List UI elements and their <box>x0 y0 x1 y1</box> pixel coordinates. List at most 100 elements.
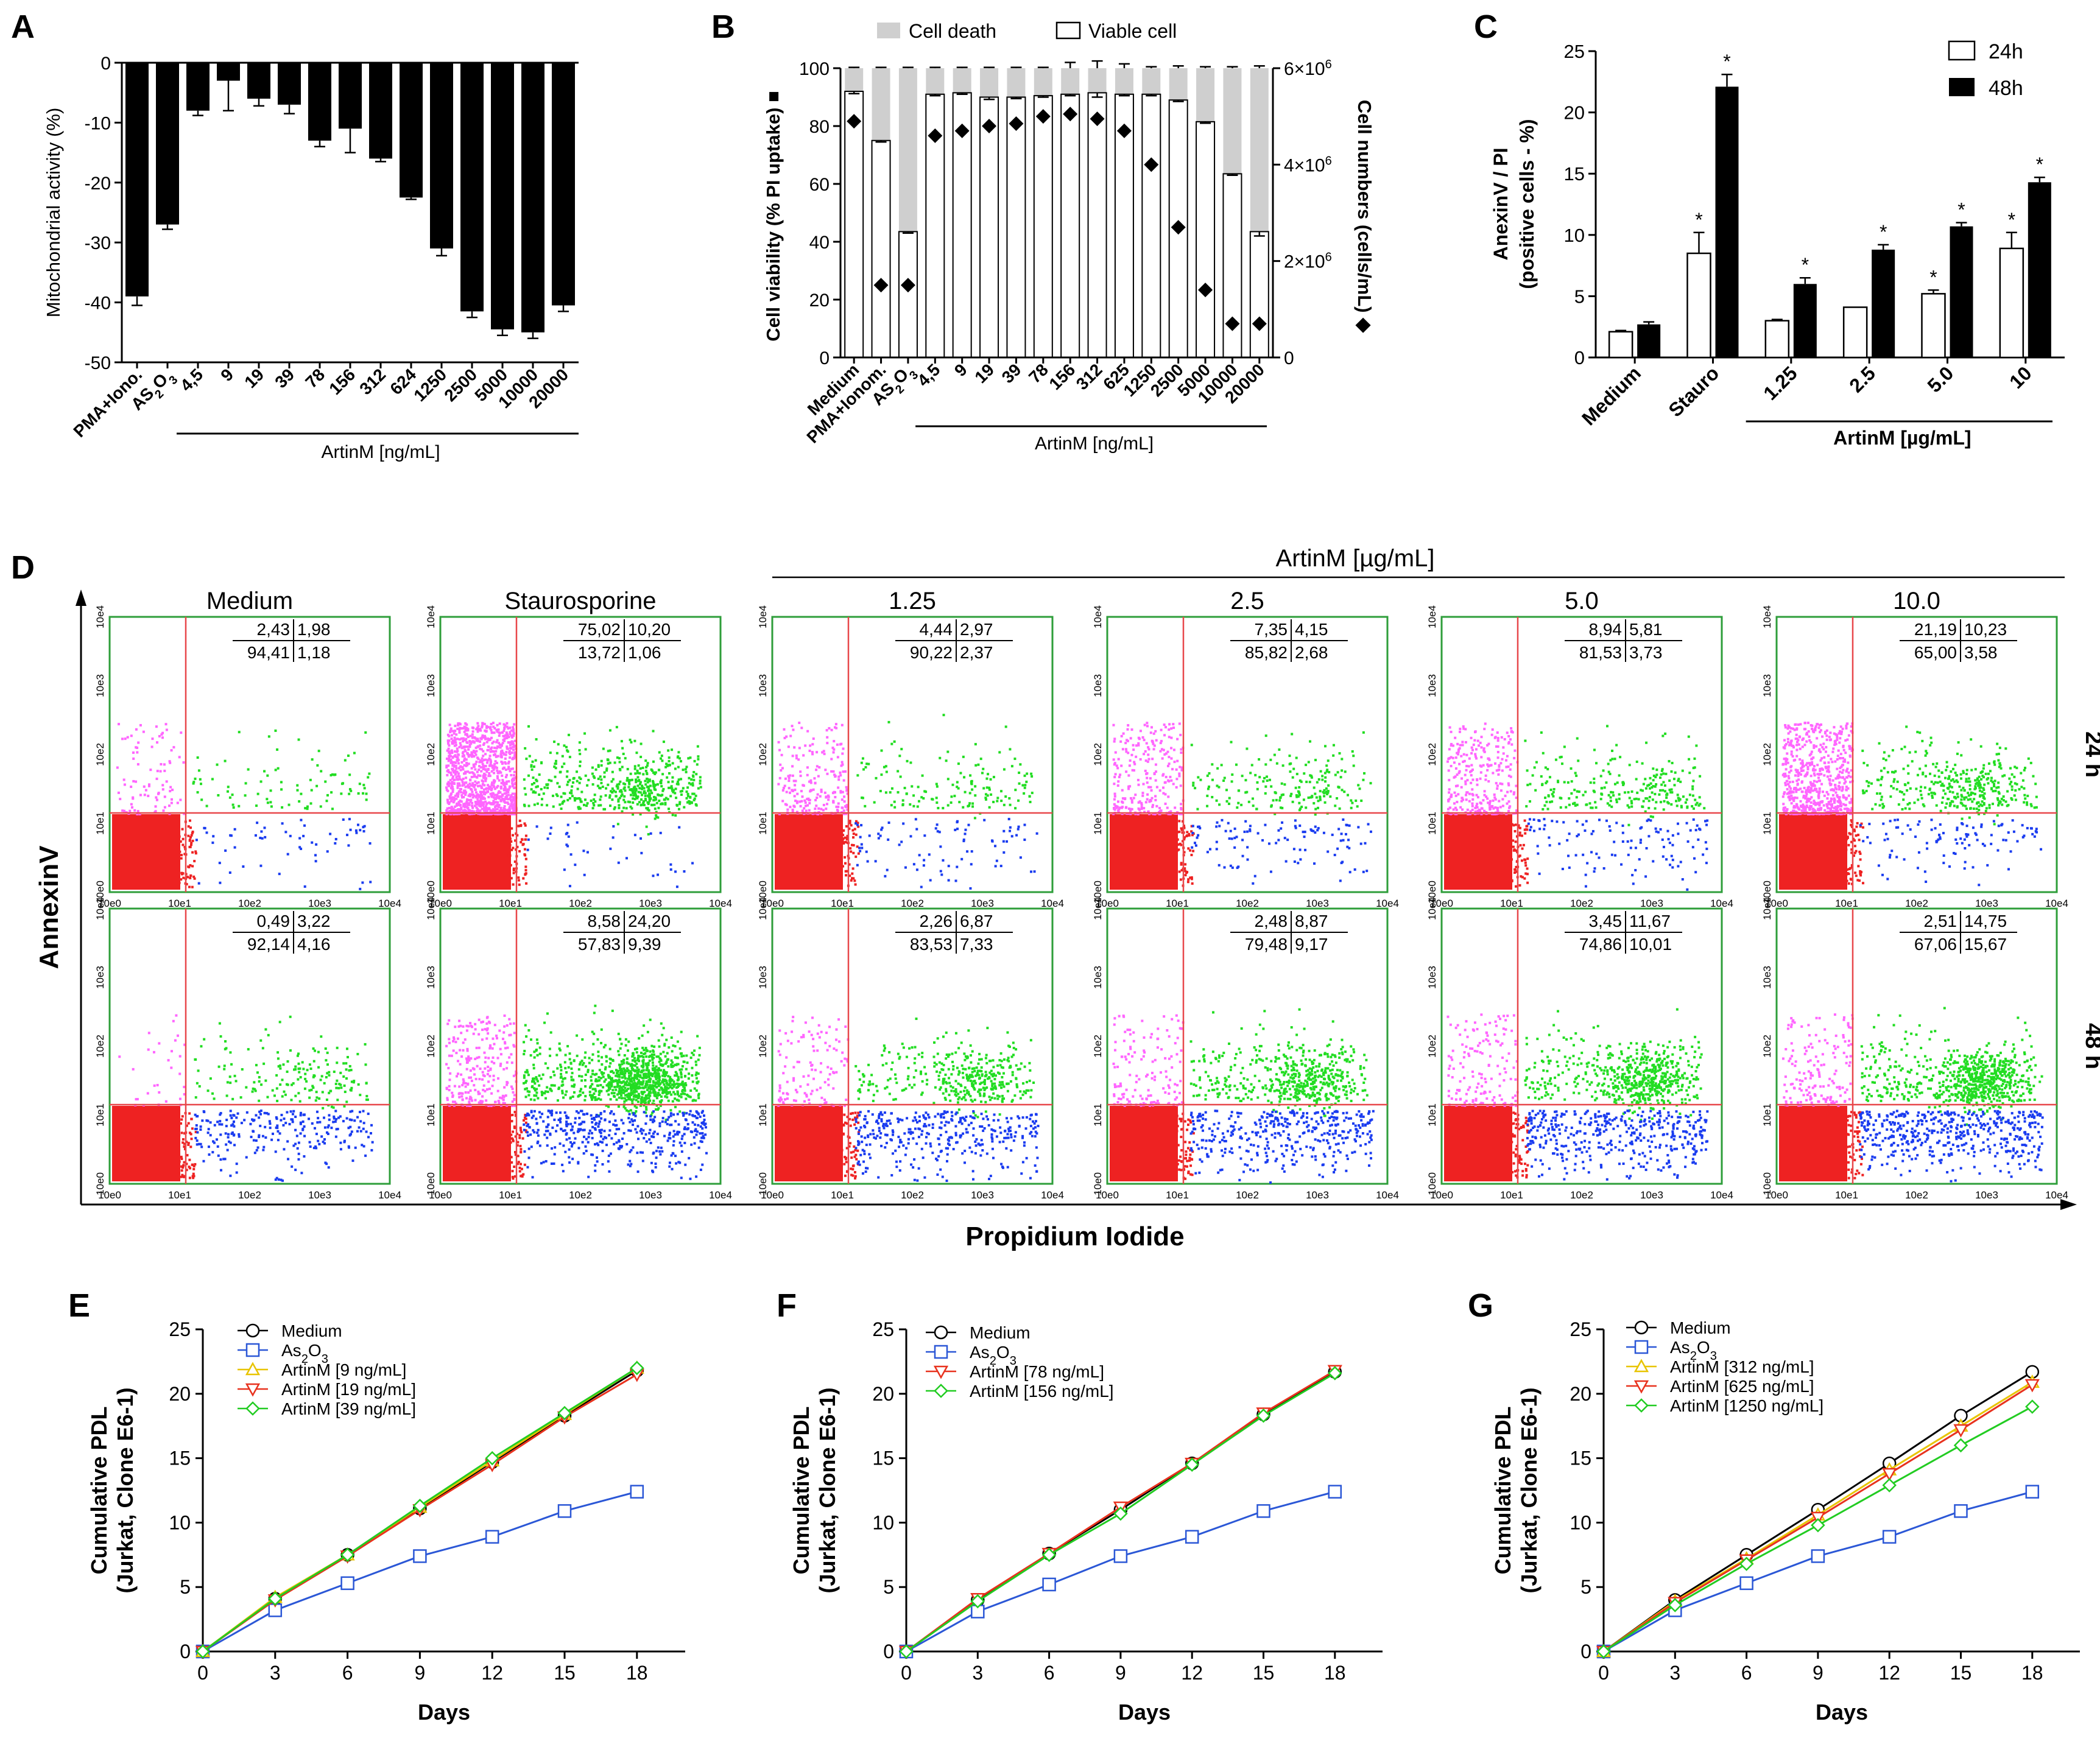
d-pink-dot <box>1133 762 1136 765</box>
d-pink-dot <box>470 775 473 778</box>
d-pink-dot <box>489 762 492 765</box>
d-pink-dot <box>1818 787 1821 790</box>
d-pink-dot <box>490 729 493 732</box>
d-green-dot <box>1352 764 1355 767</box>
d-pink-dot <box>1838 741 1841 744</box>
d-pink-dot <box>488 775 492 778</box>
d-pink-dot <box>467 770 470 773</box>
d-pink-dot <box>466 764 469 767</box>
a-ytick-label: -20 <box>85 174 111 194</box>
d-blue-dot <box>1199 827 1202 830</box>
d-green-dot <box>1623 791 1626 794</box>
d-pink-dot <box>1806 787 1809 790</box>
d-pink-dot <box>1166 764 1169 767</box>
d-blue-dot <box>259 864 262 867</box>
d-pink-dot <box>471 740 474 743</box>
d-pink-dot <box>1810 787 1813 790</box>
d-green-dot <box>593 776 596 779</box>
d-green-dot <box>342 782 345 785</box>
d-green-dot <box>685 770 688 773</box>
d-green-dot <box>554 762 557 765</box>
d-pink-dot <box>1818 804 1821 807</box>
d-pink-dot <box>1782 803 1785 806</box>
d-pink-dot <box>481 794 484 797</box>
d-pink-dot <box>513 777 516 780</box>
d-green-dot <box>1297 790 1300 793</box>
d-pink-dot <box>782 787 785 790</box>
d-red-dot <box>1845 879 1848 882</box>
d-blue-dot <box>1197 834 1200 837</box>
d-blue-dot <box>649 832 652 835</box>
d-green-dot <box>554 759 557 762</box>
d-blue-dot <box>1208 848 1211 851</box>
d-blue-dot <box>563 868 566 871</box>
d-green-dot <box>1647 800 1651 803</box>
d-pink-dot <box>479 797 482 800</box>
d-blue-dot <box>954 879 957 882</box>
c-xtick-label: Medium <box>1577 362 1645 429</box>
d-pink-dot <box>454 771 457 774</box>
d-blue-dot <box>549 832 552 835</box>
d-pink-dot <box>826 772 829 775</box>
d-pink-dot <box>459 790 462 793</box>
d-pink-dot <box>510 801 513 804</box>
d-pink-dot <box>1509 768 1512 771</box>
d-green-dot <box>1609 800 1612 803</box>
d-green-dot <box>664 765 668 769</box>
d-pink-dot <box>172 746 175 749</box>
c-sig-48h: * <box>1957 199 1965 221</box>
c-xtick-label: 1.25 <box>1759 362 1801 404</box>
d-pink-dot <box>484 753 487 756</box>
d-pink-dot <box>1822 790 1825 793</box>
d-red-dot <box>1859 870 1862 873</box>
d-green-dot <box>594 768 597 771</box>
d-red-dot <box>524 869 527 872</box>
d-pink-dot <box>1129 759 1132 762</box>
d-blue-dot <box>1574 854 1577 857</box>
d-pink-dot <box>1831 761 1834 764</box>
d-pink-dot <box>450 796 453 799</box>
d-green-dot <box>654 817 657 820</box>
d-green-dot <box>1687 735 1690 738</box>
d-green-dot <box>664 797 668 800</box>
d-blue-dot <box>1706 819 1709 822</box>
d-pink-dot <box>1807 786 1810 789</box>
d-green-dot <box>1611 749 1614 752</box>
d-blue-dot <box>962 838 965 841</box>
d-pink-dot <box>512 767 515 770</box>
d-green-dot <box>1264 763 1267 766</box>
d-pink-dot <box>1482 747 1485 750</box>
d-green-dot <box>530 768 534 771</box>
d-pink-dot <box>490 794 493 797</box>
d-pink-dot <box>468 740 471 743</box>
d-green-dot <box>630 807 633 810</box>
d-green-dot <box>1661 734 1665 737</box>
d-pink-dot <box>496 803 499 806</box>
d-red-dot <box>1520 859 1523 862</box>
d-pink-dot <box>1150 726 1153 729</box>
d-green-dot <box>1323 801 1327 804</box>
a-xtick-label: 2500 <box>440 365 481 405</box>
d-blue-dot <box>1216 821 1219 824</box>
d-pink-dot <box>1143 811 1146 814</box>
b-ytick-right-label: 6×106 <box>1284 58 1332 79</box>
d-blue-dot <box>922 864 925 867</box>
d-red-dot <box>1510 879 1513 882</box>
d-pink-dot <box>462 759 465 762</box>
d-green-dot <box>643 787 646 790</box>
d-pink-dot <box>1471 793 1474 796</box>
d-pink-dot <box>1493 796 1496 799</box>
d-green-dot <box>615 795 618 798</box>
d-pink-dot <box>484 773 487 776</box>
d-y-tick-label: 10e4 <box>94 605 106 628</box>
d-pink-dot <box>1842 794 1845 797</box>
d-green-dot <box>1668 789 1671 792</box>
d-pink-dot <box>458 728 461 731</box>
d-green-dot <box>680 778 683 781</box>
d-pink-dot <box>1474 731 1477 734</box>
d-pink-dot <box>481 734 484 737</box>
d-pink-dot <box>1493 793 1496 797</box>
d-pink-dot <box>1487 801 1490 804</box>
d-green-dot <box>671 814 674 817</box>
d-pink-dot <box>1180 807 1183 810</box>
